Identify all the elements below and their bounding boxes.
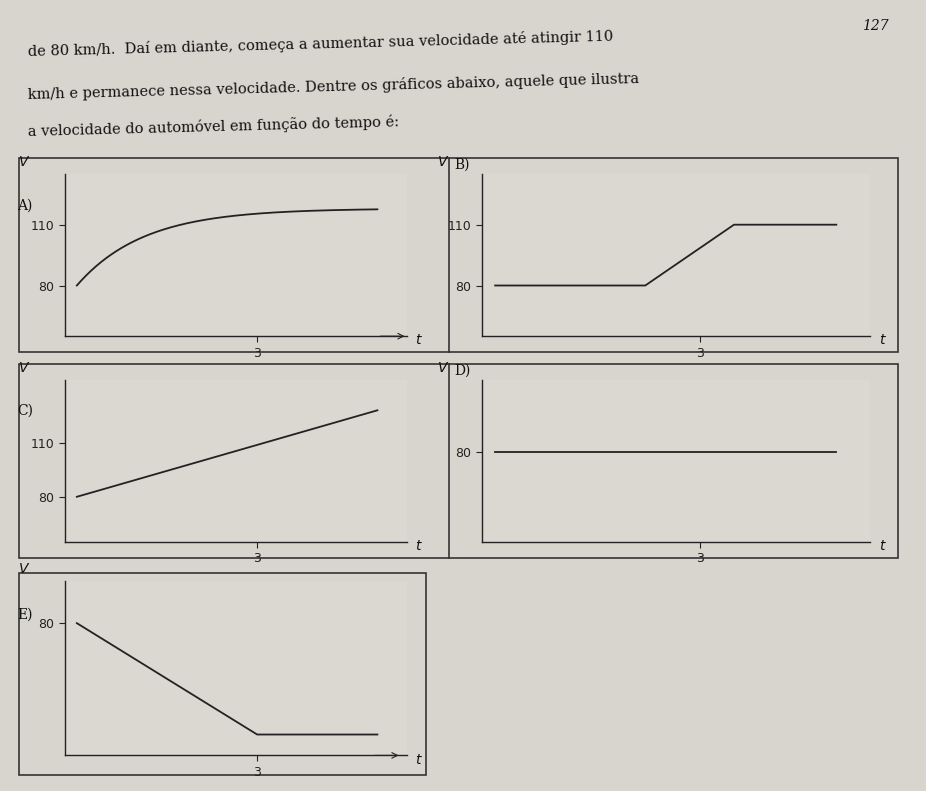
Text: a velocidade do automóvel em função do tempo é:: a velocidade do automóvel em função do t… [28, 114, 399, 138]
Text: E): E) [17, 607, 32, 622]
Text: V: V [438, 155, 447, 169]
Text: t: t [415, 539, 420, 553]
Text: t: t [880, 539, 885, 553]
Text: V: V [19, 361, 29, 375]
Text: B): B) [455, 158, 469, 172]
Text: t: t [415, 333, 420, 347]
Text: de 80 km/h.  Daí em diante, começa a aumentar sua velocidade até atingir 110: de 80 km/h. Daí em diante, começa a aume… [28, 28, 614, 59]
Text: V: V [438, 361, 447, 375]
Text: t: t [880, 333, 885, 347]
Text: D): D) [454, 363, 470, 377]
Text: A): A) [17, 199, 32, 212]
Text: V: V [19, 155, 29, 169]
Text: km/h e permanece nessa velocidade. Dentre os gráficos abaixo, aquele que ilustra: km/h e permanece nessa velocidade. Dentr… [28, 71, 640, 102]
Text: C): C) [17, 404, 32, 418]
Text: V: V [19, 562, 29, 576]
Text: t: t [415, 753, 420, 767]
Text: 127: 127 [862, 19, 889, 33]
